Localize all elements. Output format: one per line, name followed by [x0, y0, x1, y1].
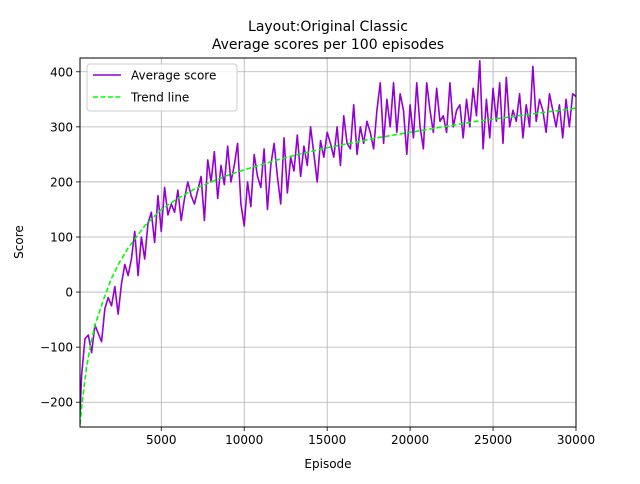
x-tick-label: 30000: [557, 433, 595, 447]
x-axis-label: Episode: [304, 457, 351, 471]
plot-frame: [79, 57, 577, 428]
chart-title: Layout:Original Classic: [248, 19, 408, 35]
x-tick-label: 20000: [391, 433, 429, 447]
x-tick-label: 25000: [474, 433, 512, 447]
y-tick-label: 300: [50, 120, 73, 134]
y-tick-label: −100: [40, 341, 73, 355]
chart-subtitle: Average scores per 100 episodes: [212, 37, 444, 53]
legend-box: [86, 63, 238, 112]
legend: Average score Trend line: [86, 63, 238, 112]
y-tick-label: 0: [65, 286, 73, 300]
series-line-trend-line: [80, 107, 576, 425]
series-layer: [80, 59, 576, 425]
y-tick-label: 200: [50, 175, 73, 189]
legend-label-average-score: Average score: [131, 69, 216, 83]
y-axis: −200 −100 0 100 200 300 400: [40, 65, 80, 410]
x-tick-label: 5000: [146, 433, 177, 447]
y-tick-label: −200: [40, 396, 73, 410]
x-axis: 5000 10000 15000 20000 25000 30000: [146, 427, 595, 447]
series-line-average-score: [80, 59, 576, 414]
y-axis-label: Score: [12, 225, 26, 259]
y-tick-label: 100: [50, 230, 73, 244]
legend-label-trend-line: Trend line: [130, 91, 189, 105]
x-tick-label: 10000: [225, 433, 263, 447]
x-tick-label: 15000: [308, 433, 346, 447]
y-tick-label: 400: [50, 65, 73, 79]
